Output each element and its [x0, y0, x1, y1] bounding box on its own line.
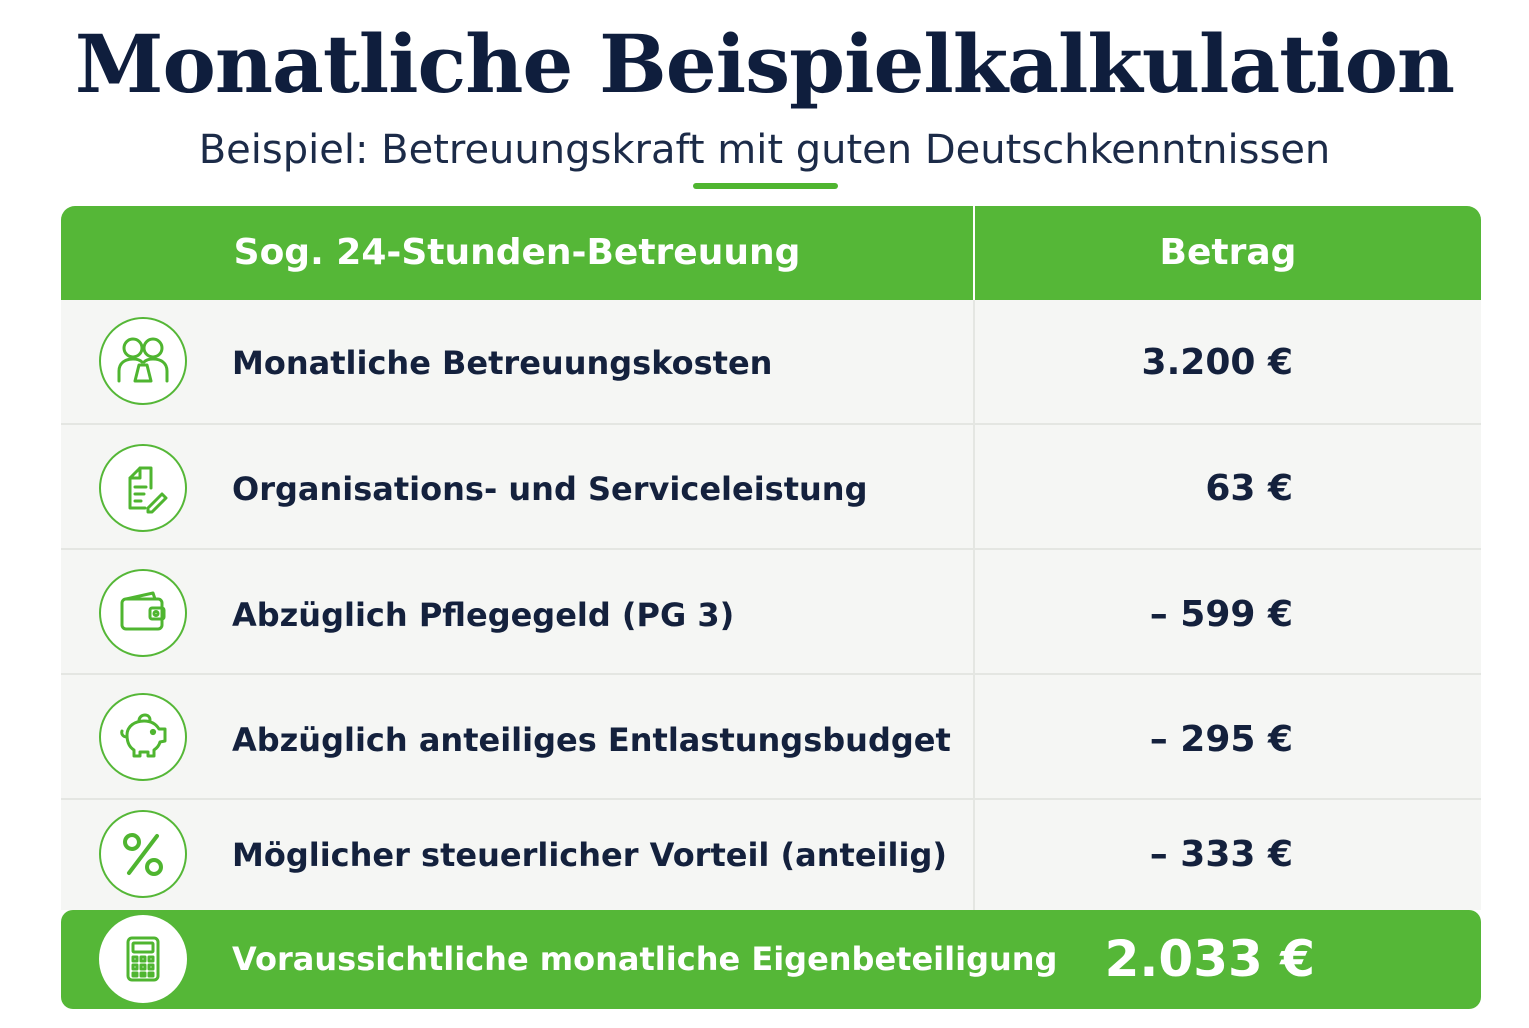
calculator-icon — [99, 915, 187, 1003]
column-divider — [973, 550, 975, 673]
row-label: Organisations- und Serviceleistung — [232, 470, 868, 508]
row-amount: – 599 € — [1149, 594, 1293, 635]
total-amount: 2.033 € — [1104, 930, 1315, 988]
row-amount: – 295 € — [1149, 719, 1293, 760]
table-header: Sog. 24-Stunden-Betreuung Betrag — [61, 206, 1481, 300]
piggy-bank-icon — [99, 693, 187, 781]
row-amount: 63 € — [1205, 468, 1293, 509]
table-row: Möglicher steuerlicher Vorteil (anteilig… — [61, 800, 1481, 910]
page-title: Monatliche Beispielkalkulation — [74, 17, 1455, 111]
column-divider — [973, 800, 975, 910]
total-row: Voraussichtliche monatliche Eigenbeteili… — [61, 910, 1481, 1009]
percent-icon — [99, 810, 187, 898]
page-subtitle: Beispiel: Betreuungskraft mit guten Deut… — [198, 127, 1331, 173]
header-service: Sog. 24-Stunden-Betreuung — [233, 232, 801, 273]
column-divider — [973, 300, 975, 423]
row-amount: 3.200 € — [1141, 342, 1293, 383]
table-row: Abzüglich anteiliges Entlastungsbudget –… — [61, 675, 1481, 800]
people-icon — [99, 317, 187, 405]
table-row: Organisations- und Serviceleistung 63 € — [61, 425, 1481, 550]
total-label: Voraussichtliche monatliche Eigenbeteili… — [232, 940, 1058, 978]
row-label: Möglicher steuerlicher Vorteil (anteilig… — [232, 836, 947, 874]
header-amount: Betrag — [1159, 232, 1297, 273]
row-amount: – 333 € — [1149, 834, 1293, 875]
row-label: Abzüglich anteiliges Entlastungsbudget — [232, 721, 951, 759]
column-divider — [973, 675, 975, 798]
table-row: Monatliche Betreuungskosten 3.200 € — [61, 300, 1481, 425]
table-row: Abzüglich Pflegegeld (PG 3) – 599 € — [61, 550, 1481, 675]
wallet-icon — [99, 569, 187, 657]
title-underline — [693, 183, 838, 189]
column-divider — [973, 425, 975, 548]
calculation-table: Sog. 24-Stunden-Betreuung Betrag Monatli… — [61, 206, 1481, 1009]
document-pen-icon — [99, 444, 187, 532]
row-label: Monatliche Betreuungskosten — [232, 344, 773, 382]
header-divider — [973, 206, 975, 300]
row-label: Abzüglich Pflegegeld (PG 3) — [232, 596, 735, 634]
